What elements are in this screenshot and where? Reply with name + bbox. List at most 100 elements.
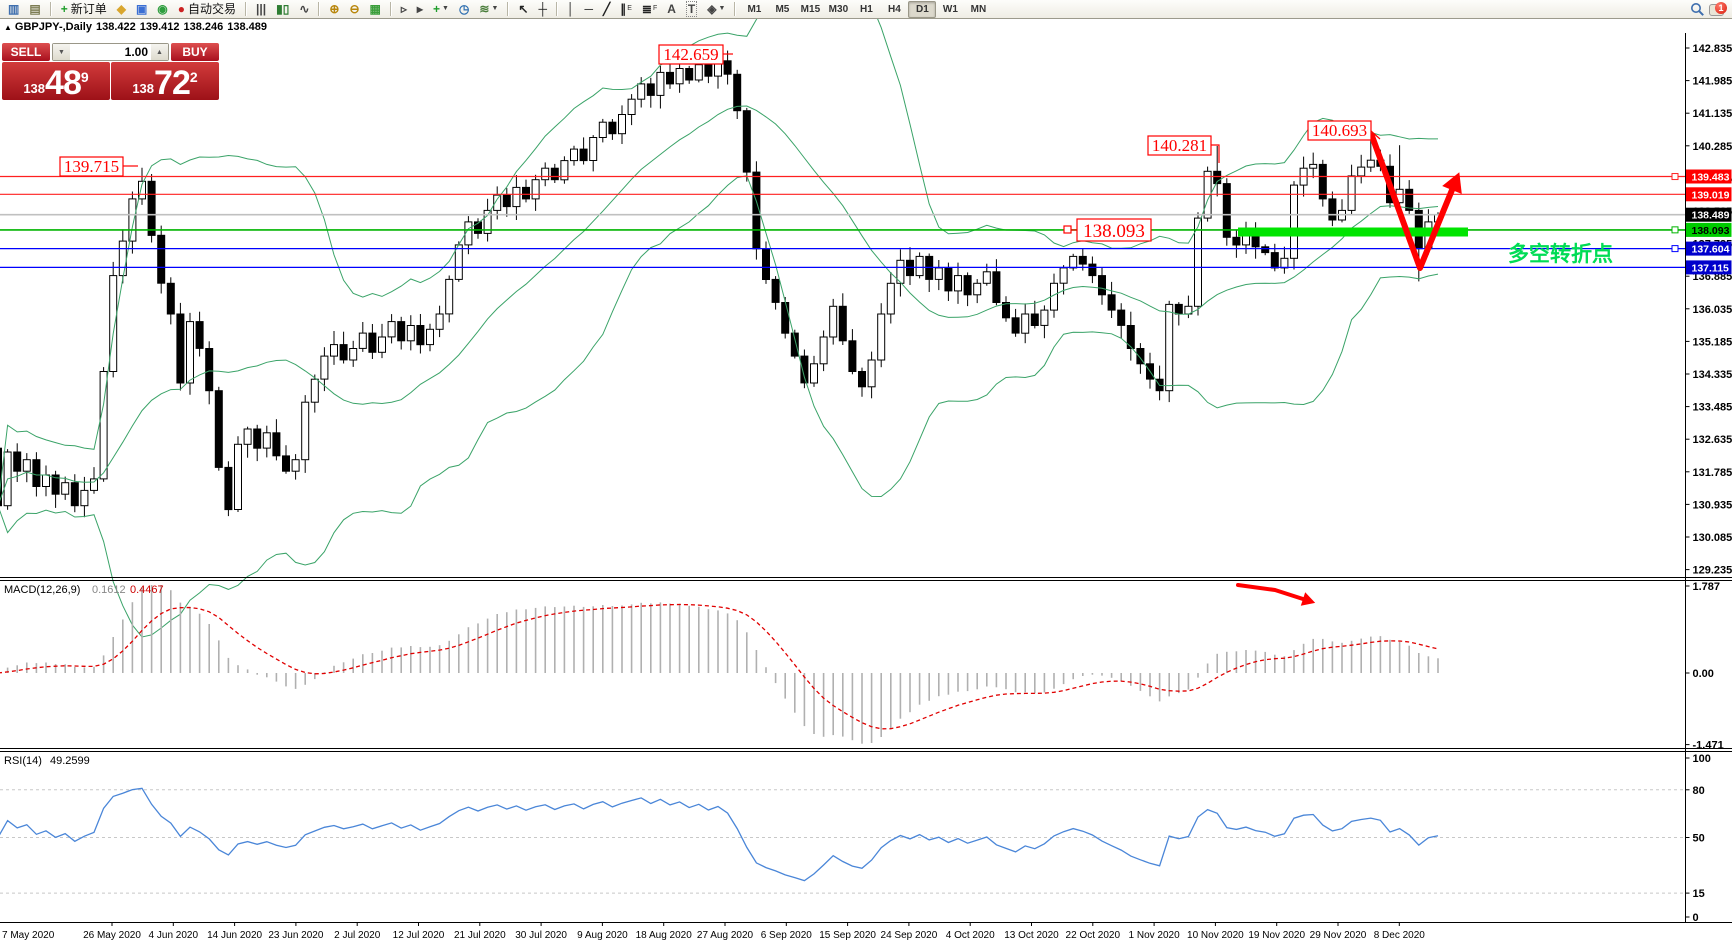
add-indicator-dropdown-icon[interactable]: ▼	[441, 5, 449, 12]
svg-text:0.1612: 0.1612	[92, 584, 126, 596]
notification-count-badge: 1	[1715, 1, 1727, 14]
macd-label: MACD(12,26,9) 0.1612 0.4467	[4, 584, 164, 596]
timeframe-m1-button[interactable]: M1	[747, 3, 762, 15]
strategy-navigator-button[interactable]: ▸	[413, 0, 427, 18]
svg-text:10 Nov 2020: 10 Nov 2020	[1187, 930, 1244, 941]
svg-text:137.604: 137.604	[1692, 244, 1730, 256]
volume-increase-button[interactable]: ▲	[151, 44, 168, 60]
buy-price-main: 72	[154, 64, 191, 102]
svg-text:141.985: 141.985	[1693, 76, 1732, 88]
buy-price-button[interactable]: 138 72 2	[111, 62, 219, 100]
svg-text:4 Jun 2020: 4 Jun 2020	[149, 930, 199, 941]
script-button[interactable]: ◉	[153, 0, 171, 18]
fibonacci-tool-button[interactable]: ≣ F	[638, 0, 661, 18]
price-badge-137.115: 137.115	[1686, 260, 1732, 275]
crosshair-tool-button[interactable]: ┼	[534, 0, 551, 18]
timeframe-d1-button[interactable]: D1	[908, 0, 937, 18]
svg-text:129.235: 129.235	[1693, 565, 1732, 577]
price-callout-140.281[interactable]: 140.281	[1147, 135, 1220, 163]
price-callout-142.659[interactable]: 142.659	[658, 44, 733, 65]
fibonacci-tool-sub-label: F	[652, 5, 658, 12]
chart-profiles-button[interactable]: ▤	[25, 0, 44, 18]
text-label-tool-icon: T	[685, 1, 698, 17]
svg-text:MACD(12,26,9): MACD(12,26,9)	[4, 584, 80, 596]
timeframe-mn-button[interactable]: MN	[970, 3, 987, 15]
add-indicator-button[interactable]: + ▼	[429, 0, 453, 18]
hline-tool-button[interactable]: ─	[580, 0, 597, 18]
eraser-button[interactable]: ◆	[113, 0, 130, 18]
svg-text:22 Oct 2020: 22 Oct 2020	[1066, 930, 1121, 941]
svg-text:26 May 2020: 26 May 2020	[83, 930, 141, 941]
svg-text:23 Jun 2020: 23 Jun 2020	[268, 930, 323, 941]
notifications-button[interactable]: 1	[1709, 1, 1727, 17]
volume-input[interactable]	[70, 44, 151, 60]
chart-template-button[interactable]: ≋ ▼	[475, 0, 502, 18]
toolbar-separator	[389, 2, 392, 16]
level-handle-138.093[interactable]	[1671, 226, 1679, 234]
bar-chart-mode-button[interactable]: |||	[252, 0, 270, 18]
svg-text:0: 0	[1693, 912, 1699, 924]
buy-button[interactable]: BUY	[171, 43, 219, 61]
text-tool-button[interactable]: A	[663, 0, 680, 18]
svg-text:132.635: 132.635	[1693, 434, 1732, 446]
support-zone-bar[interactable]	[1238, 227, 1468, 237]
svg-text:0.00: 0.00	[1693, 668, 1714, 680]
price-badge-137.604: 137.604	[1686, 241, 1732, 256]
svg-text:139.715: 139.715	[64, 157, 119, 176]
candlestick-mode-button[interactable]: ▮▯	[272, 0, 293, 18]
line-chart-mode-button[interactable]: ∿	[295, 0, 313, 18]
expert-advisor-icon: ▣	[135, 2, 148, 16]
new-chart-button[interactable]: ▥	[4, 0, 23, 18]
svg-text:130.935: 130.935	[1693, 499, 1732, 511]
auto-trading-button[interactable]: ● 自动交易	[174, 0, 240, 18]
cursor-tool-button[interactable]: ↖	[514, 0, 532, 18]
chart-template-dropdown-icon[interactable]: ▼	[491, 5, 499, 12]
expert-advisor-button[interactable]: ▣	[132, 0, 151, 18]
level-handle-139.483[interactable]	[1671, 173, 1679, 181]
data-window-button[interactable]: ▹	[397, 0, 411, 18]
toolbar-separator	[555, 2, 558, 16]
search-icon[interactable]	[1690, 2, 1705, 17]
svg-text:137.115: 137.115	[1692, 262, 1730, 274]
price-callout-138.093[interactable]: 138.093	[1063, 218, 1152, 242]
price-badge-139.019: 139.019	[1686, 187, 1732, 202]
new-order-button[interactable]: + 新订单	[57, 0, 111, 18]
zoom-out-button[interactable]: ⊖	[345, 0, 363, 18]
tile-windows-icon: ▦	[369, 2, 381, 16]
vline-tool-button[interactable]: │	[563, 0, 579, 18]
macd-signal-line	[0, 603, 1439, 730]
trend-v-arrow[interactable]	[1369, 133, 1462, 271]
text-label-tool-button[interactable]: T	[682, 0, 701, 18]
bull-bear-turning-point-note[interactable]: 多空转折点	[1508, 242, 1613, 266]
trendline-tool-button[interactable]: ╱	[599, 0, 614, 18]
hline-tool-icon: ─	[584, 2, 593, 16]
timeframe-m30-button[interactable]: M30	[828, 3, 849, 15]
svg-text:15: 15	[1693, 888, 1705, 900]
arrows-tool-button[interactable]: ◈ ▼	[703, 0, 729, 18]
tile-windows-button[interactable]: ▦	[366, 0, 385, 18]
timeframe-m15-button[interactable]: M15	[800, 3, 821, 15]
arrows-tool-dropdown-icon[interactable]: ▼	[718, 5, 726, 12]
candlestick-mode-icon: ▮▯	[276, 2, 290, 16]
price-callout-140.693[interactable]: 140.693	[1307, 120, 1381, 141]
level-handle-137.604[interactable]	[1671, 245, 1679, 253]
svg-text:RSI(14): RSI(14)	[4, 755, 42, 767]
volume-decrease-button[interactable]: ▼	[53, 44, 70, 60]
rsi-axis: 100 80 50 15 0	[1685, 753, 1711, 924]
symbol-period-label: GBPJPY-,Daily	[14, 21, 92, 33]
price-callout-139.715[interactable]: 139.715	[59, 156, 138, 177]
timeframe-h1-button[interactable]: H1	[860, 3, 873, 15]
sell-button[interactable]: SELL	[2, 43, 50, 61]
buy-price-prefix: 138	[132, 81, 155, 96]
zoom-in-button[interactable]: ⊕	[325, 0, 343, 18]
timeframe-m5-button[interactable]: M5	[775, 3, 790, 15]
svg-text:50: 50	[1693, 833, 1705, 845]
timeframe-w1-button[interactable]: W1	[942, 3, 958, 15]
channel-tool-button[interactable]: ∥ E	[616, 0, 636, 18]
expander-icon[interactable]: ▲	[4, 23, 12, 32]
timeframe-h4-button[interactable]: H4	[888, 3, 901, 15]
period-clock-button[interactable]: ◷	[455, 0, 473, 18]
sell-price-button[interactable]: 138 48 9	[2, 62, 110, 100]
macd-down-arrow[interactable]	[1236, 583, 1316, 606]
